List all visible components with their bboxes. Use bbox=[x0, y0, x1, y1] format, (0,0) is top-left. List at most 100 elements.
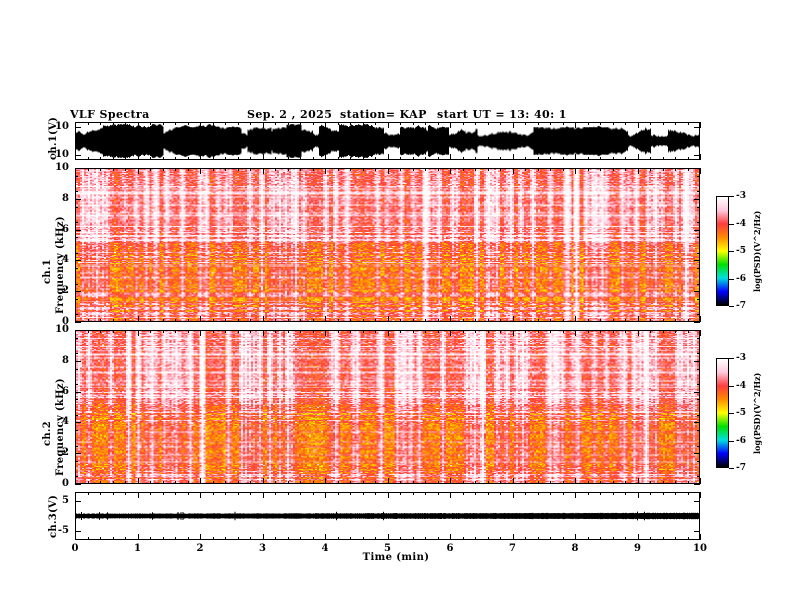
y-minor-tick bbox=[697, 399, 700, 401]
y-major-tick bbox=[694, 391, 700, 393]
x-minor-tick bbox=[537, 157, 539, 160]
x-minor-tick bbox=[525, 537, 526, 540]
x-minor-tick bbox=[362, 537, 364, 540]
y-major-tick bbox=[694, 422, 700, 424]
x-minor-tick bbox=[287, 319, 289, 322]
y-tick-label: 8 bbox=[62, 354, 69, 366]
x-minor-tick bbox=[187, 481, 189, 484]
x-minor-tick bbox=[412, 330, 414, 333]
y-minor-tick bbox=[697, 414, 700, 416]
x-major-tick bbox=[512, 154, 514, 160]
x-minor-tick bbox=[687, 481, 689, 484]
y-tick-label: 6 bbox=[62, 223, 69, 235]
x-minor-tick bbox=[150, 492, 151, 495]
x-minor-tick bbox=[87, 122, 89, 125]
ch2-spectrogram-panel bbox=[75, 330, 700, 484]
y-tick-label: -10 bbox=[50, 148, 69, 160]
x-minor-tick bbox=[425, 168, 426, 171]
x-minor-tick bbox=[562, 168, 564, 171]
x-major-tick bbox=[137, 168, 139, 174]
y-tick-label: 4 bbox=[62, 416, 69, 428]
x-minor-tick bbox=[500, 319, 501, 322]
x-minor-tick bbox=[562, 157, 564, 160]
colorbar-tick bbox=[729, 468, 734, 469]
x-minor-tick bbox=[600, 157, 601, 160]
x-minor-tick bbox=[87, 537, 89, 540]
x-minor-tick bbox=[500, 481, 501, 484]
x-minor-tick bbox=[400, 168, 401, 171]
ch2-colorbar-gradient bbox=[717, 359, 728, 467]
x-minor-tick bbox=[312, 537, 314, 540]
x-major-tick bbox=[262, 122, 264, 128]
y-minor-tick bbox=[697, 476, 700, 478]
x-minor-tick bbox=[312, 330, 314, 333]
x-minor-tick bbox=[175, 330, 176, 333]
x-major-tick bbox=[262, 492, 264, 498]
colorbar-tick bbox=[729, 358, 734, 359]
x-minor-tick bbox=[187, 330, 189, 333]
x-minor-tick bbox=[162, 537, 164, 540]
x-minor-tick bbox=[162, 319, 164, 322]
x-minor-tick bbox=[212, 168, 214, 171]
y-major-tick bbox=[694, 484, 700, 485]
y-tick-label: 5 bbox=[62, 495, 69, 506]
x-minor-tick bbox=[250, 122, 251, 125]
x-major-tick bbox=[700, 330, 701, 336]
x-minor-tick bbox=[550, 319, 551, 322]
x-minor-tick bbox=[287, 537, 289, 540]
x-minor-tick bbox=[412, 492, 414, 495]
x-major-tick bbox=[512, 168, 514, 174]
x-minor-tick bbox=[487, 492, 489, 495]
x-minor-tick bbox=[425, 122, 426, 125]
x-minor-tick bbox=[425, 481, 426, 484]
ch3-waveform-panel bbox=[75, 492, 700, 540]
x-minor-tick bbox=[525, 330, 526, 333]
x-minor-tick bbox=[337, 537, 339, 540]
x-minor-tick bbox=[675, 481, 676, 484]
y-minor-tick bbox=[75, 337, 78, 339]
x-tick-label: 8 bbox=[571, 543, 579, 554]
y-tick-label: 10 bbox=[55, 162, 69, 173]
x-minor-tick bbox=[375, 168, 376, 171]
x-minor-tick bbox=[650, 122, 651, 125]
x-minor-tick bbox=[100, 319, 101, 322]
y-tick-label: 4 bbox=[62, 254, 69, 266]
y-major-tick bbox=[694, 260, 700, 262]
x-major-tick bbox=[387, 492, 389, 498]
x-minor-tick bbox=[225, 481, 226, 484]
x-minor-tick bbox=[437, 157, 439, 160]
x-minor-tick bbox=[275, 492, 276, 495]
x-major-tick bbox=[700, 492, 701, 498]
y-major-tick bbox=[694, 168, 700, 169]
x-minor-tick bbox=[537, 537, 539, 540]
x-minor-tick bbox=[475, 157, 476, 160]
x-minor-tick bbox=[212, 492, 214, 495]
x-minor-tick bbox=[475, 330, 476, 333]
colorbar-tick bbox=[729, 440, 734, 442]
x-minor-tick bbox=[600, 537, 601, 540]
x-minor-tick bbox=[537, 168, 539, 171]
x-major-tick bbox=[325, 534, 326, 540]
x-minor-tick bbox=[687, 168, 689, 171]
x-minor-tick bbox=[437, 168, 439, 171]
colorbar-tick bbox=[729, 223, 734, 225]
x-minor-tick bbox=[537, 319, 539, 322]
x-major-tick bbox=[387, 330, 389, 336]
x-minor-tick bbox=[275, 481, 276, 484]
x-major-tick bbox=[700, 478, 701, 484]
x-minor-tick bbox=[112, 122, 114, 125]
y-minor-tick bbox=[697, 383, 700, 385]
x-minor-tick bbox=[462, 122, 464, 125]
x-major-tick bbox=[637, 330, 639, 336]
x-minor-tick bbox=[437, 319, 439, 322]
x-minor-tick bbox=[300, 157, 301, 160]
x-minor-tick bbox=[650, 537, 651, 540]
x-major-tick bbox=[700, 316, 701, 322]
colorbar-tick bbox=[729, 413, 734, 414]
x-minor-tick bbox=[212, 537, 214, 540]
x-minor-tick bbox=[237, 330, 239, 333]
x-minor-tick bbox=[150, 537, 151, 540]
x-minor-tick bbox=[175, 492, 176, 495]
x-minor-tick bbox=[112, 157, 114, 160]
x-minor-tick bbox=[400, 492, 401, 495]
